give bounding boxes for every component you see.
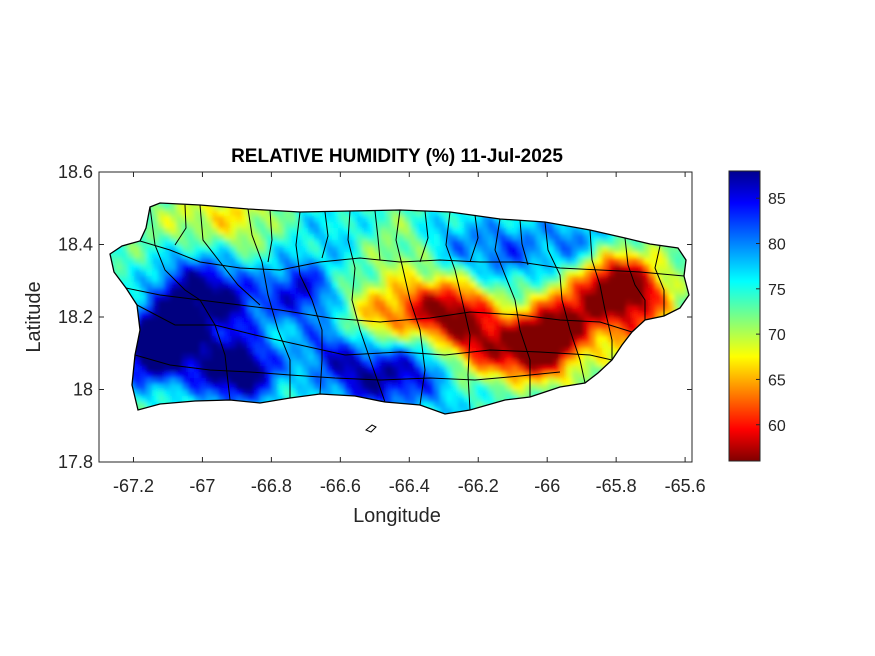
colorbar: [728, 170, 761, 462]
x-axis: -67.2 -67 -66.8 -66.6 -66.4 -66.2 -66 -65.8 -65.…: [113, 172, 706, 496]
municipal-borders: [125, 204, 685, 411]
x-tick-label: -66.6: [320, 476, 361, 496]
y-tick-label: 18: [73, 380, 93, 400]
municipal-border: [494, 218, 531, 397]
x-tick-label: -66.4: [389, 476, 430, 496]
x-tick-label: -66.2: [458, 476, 499, 496]
island-outline: [109, 202, 690, 415]
y-axis: 17.8 18 18.2 18.4 18.6: [58, 162, 692, 472]
municipal-border: [374, 210, 381, 261]
municipal-border: [136, 304, 613, 361]
municipal-border: [624, 237, 646, 320]
y-axis-label: Latitude: [23, 281, 45, 352]
colorbar-tick-label: 65: [768, 372, 786, 389]
municipal-border: [419, 210, 429, 263]
y-tick-label: 17.8: [58, 452, 93, 472]
municipal-border: [589, 229, 613, 360]
municipal-border: [267, 209, 273, 263]
colorbar-tick-label: 75: [768, 282, 786, 299]
municipal-border: [149, 206, 231, 401]
municipal-border: [519, 219, 529, 266]
colorbar-tick-label: 85: [768, 191, 786, 208]
colorbar-tick-label: 70: [768, 327, 786, 344]
y-tick-label: 18.6: [58, 162, 93, 182]
municipal-border: [469, 214, 479, 263]
y-tick-label: 18.4: [58, 235, 93, 255]
x-tick-label: -66: [534, 476, 560, 496]
municipal-border: [347, 210, 386, 403]
municipal-border: [125, 287, 633, 333]
colorbar-ticks: 60 65 70 75 80 85: [756, 191, 786, 435]
x-tick-label: -65.8: [596, 476, 637, 496]
x-tick-label: -67.2: [113, 476, 154, 496]
chart-title: RELATIVE HUMIDITY (%) 11-Jul-2025: [231, 146, 563, 167]
colorbar-tick-label: 60: [768, 418, 786, 435]
municipal-border: [139, 240, 685, 277]
municipal-border: [395, 209, 426, 406]
municipal-border: [544, 221, 586, 384]
municipal-border: [174, 204, 187, 246]
caja-de-muertos-island: [365, 424, 377, 433]
x-tick-label: -67: [189, 476, 215, 496]
municipal-border: [247, 208, 291, 398]
municipal-border: [321, 211, 329, 259]
municipal-border: [199, 204, 261, 306]
municipal-border: [295, 211, 323, 395]
municipal-border: [134, 354, 561, 381]
municipal-border: [654, 245, 665, 316]
municipal-border: [445, 211, 471, 411]
x-tick-label: -65.6: [665, 476, 706, 496]
x-tick-label: -66.8: [251, 476, 292, 496]
colorbar-tick-label: 80: [768, 237, 786, 254]
y-tick-label: 18.2: [58, 307, 93, 327]
x-axis-label: Longitude: [353, 505, 441, 527]
